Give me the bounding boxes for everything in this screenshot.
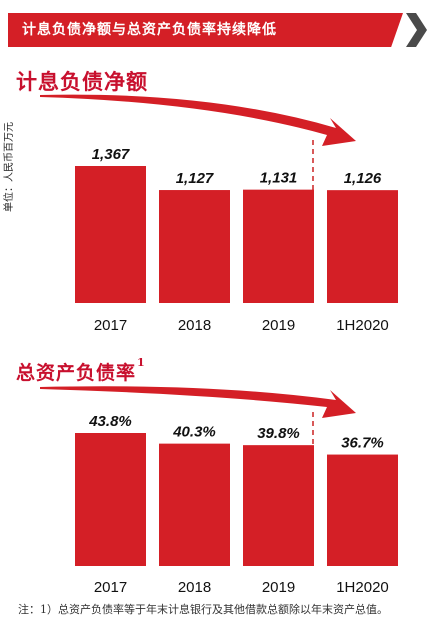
data-label: 1,126 [344,170,382,187]
x-tick-label: 2017 [94,317,127,334]
bar [75,433,146,566]
bar [243,445,314,566]
x-tick-label: 1H2020 [336,317,389,334]
section-title-debt-ratio: 总资产负债率1 [16,356,146,385]
header-title: 计息负债净额与总资产负债率持续降低 [22,22,277,38]
x-tick-label: 1H2020 [336,579,389,596]
bar [159,443,230,566]
section-title-net-debt: 计息负债净额 [16,69,148,94]
data-label: 43.8% [88,413,132,430]
x-tick-label: 2017 [94,579,127,596]
data-label: 40.3% [172,424,216,441]
section-title-text: 总资产负债率 [16,362,137,384]
data-label: 39.8% [257,425,300,442]
data-label: 36.7% [341,435,384,452]
bar [243,189,314,303]
bar [75,166,146,303]
x-tick-label: 2019 [262,317,295,334]
header-banner: 计息负债净额与总资产负债率持续降低 [8,13,403,47]
net-debt-chart: 1,367 2017 1,127 2018 1,131 2019 1,126 1H2020 [40,94,398,334]
footnote-marker: 1 [137,356,146,369]
bar [327,190,398,303]
x-tick-label: 2018 [178,579,211,596]
footnote: 注：1）总资产负债率等于年末计息银行及其他借款总额除以年末资产总值。 [18,603,388,616]
data-label: 1,131 [260,170,298,187]
chevron-right-icon [406,13,427,47]
x-tick-label: 2018 [178,317,211,334]
debt-ratio-chart: 43.8% 2017 40.3% 2018 39.8% 2019 36.7% 1H2020 [40,386,398,596]
bar [159,190,230,303]
trend-arrow-icon [40,386,356,418]
data-label: 1,367 [92,146,130,163]
trend-arrow-icon [40,94,356,146]
data-label: 1,127 [176,170,214,187]
bar [327,454,398,566]
x-tick-label: 2019 [262,579,295,596]
